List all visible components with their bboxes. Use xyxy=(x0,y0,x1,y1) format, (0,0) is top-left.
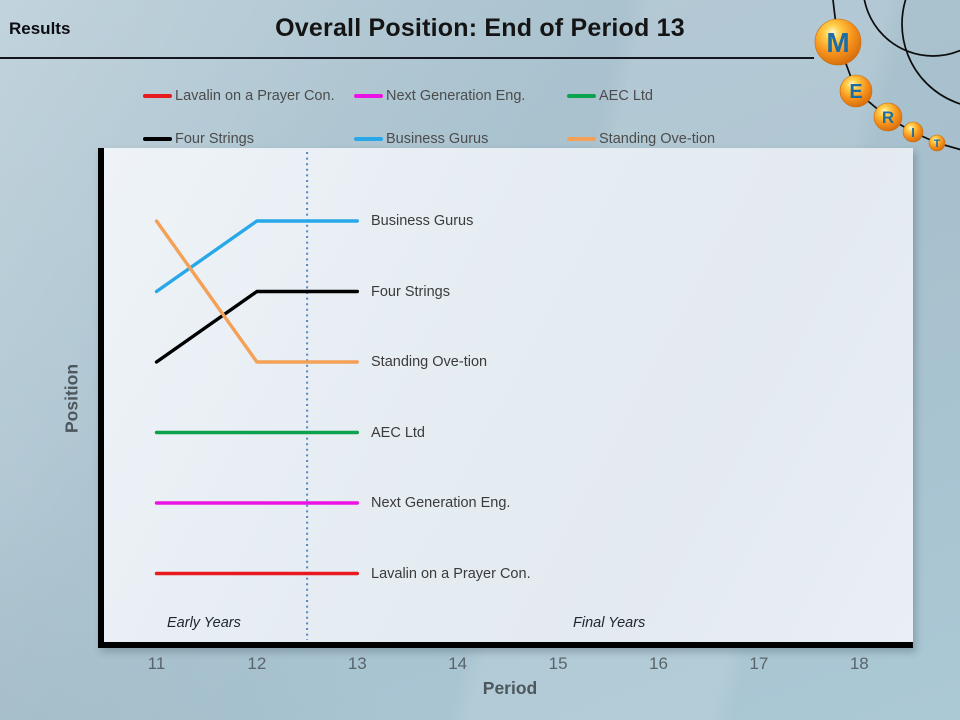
logo-balls: M E R I T xyxy=(814,18,946,152)
series-label-business-gurus: Business Gurus xyxy=(371,213,474,229)
section-label: Results xyxy=(9,19,71,38)
x-tick-label: 11 xyxy=(147,654,166,673)
legend-item: AEC Ltd xyxy=(567,87,653,105)
logo-letter-t: T xyxy=(934,138,941,150)
legend-swatch-magenta xyxy=(354,94,383,98)
x-tick-label: 16 xyxy=(649,654,668,673)
legend-label: Lavalin on a Prayer Con. xyxy=(175,88,335,104)
legend-label: AEC Ltd xyxy=(599,88,653,104)
legend-item: Standing Ove-tion xyxy=(567,130,715,148)
legend-label: Four Strings xyxy=(175,131,254,147)
y-axis-title: Position xyxy=(61,363,82,434)
x-tick-label: 14 xyxy=(448,654,468,673)
logo-letter-r: R xyxy=(882,108,894,127)
legend-label: Standing Ove-tion xyxy=(599,131,716,147)
x-tick-label: 17 xyxy=(749,654,769,673)
logo-letter-e: E xyxy=(849,81,862,103)
logo-letter-i: I xyxy=(911,125,915,140)
series-label-standing-ove-tion: Standing Ove-tion xyxy=(371,354,488,370)
legend-swatch-red xyxy=(143,94,172,98)
legend-item: Four Strings xyxy=(143,130,254,148)
series-label-lavalin: Lavalin on a Prayer Con. xyxy=(371,565,531,582)
x-tick-label: 13 xyxy=(347,654,367,673)
series-label-four-strings: Four Strings xyxy=(371,283,450,300)
x-axis-title: Period xyxy=(482,678,538,698)
annotation-early-years: Early Years xyxy=(167,615,241,631)
x-tick-label: 15 xyxy=(548,654,568,673)
legend-swatch-green xyxy=(567,94,596,98)
series-label-next-generation-eng: Next Generation Eng. xyxy=(371,495,511,511)
legend-item: Lavalin on a Prayer Con. xyxy=(143,87,335,105)
legend-label: Business Gurus xyxy=(386,131,489,147)
x-tick-label: 12 xyxy=(247,654,267,673)
header-divider xyxy=(0,57,814,59)
legend-swatch-orange xyxy=(567,137,596,141)
legend-item: Business Gurus xyxy=(354,130,488,148)
series-label-aec-ltd: AEC Ltd xyxy=(371,424,425,441)
legend-item: Next Generation Eng. xyxy=(354,87,525,105)
legend-swatch-black xyxy=(143,137,172,141)
page-title: Overall Position: End of Period 13 xyxy=(275,14,685,42)
x-tick-label: 18 xyxy=(849,654,869,673)
merit-logo: M E R I T xyxy=(814,0,960,152)
legend-label: Next Generation Eng. xyxy=(386,88,526,104)
logo-letter-m: M xyxy=(826,27,849,58)
legend-swatch-blue xyxy=(354,137,383,141)
annotation-final-years: Final Years xyxy=(573,615,646,631)
